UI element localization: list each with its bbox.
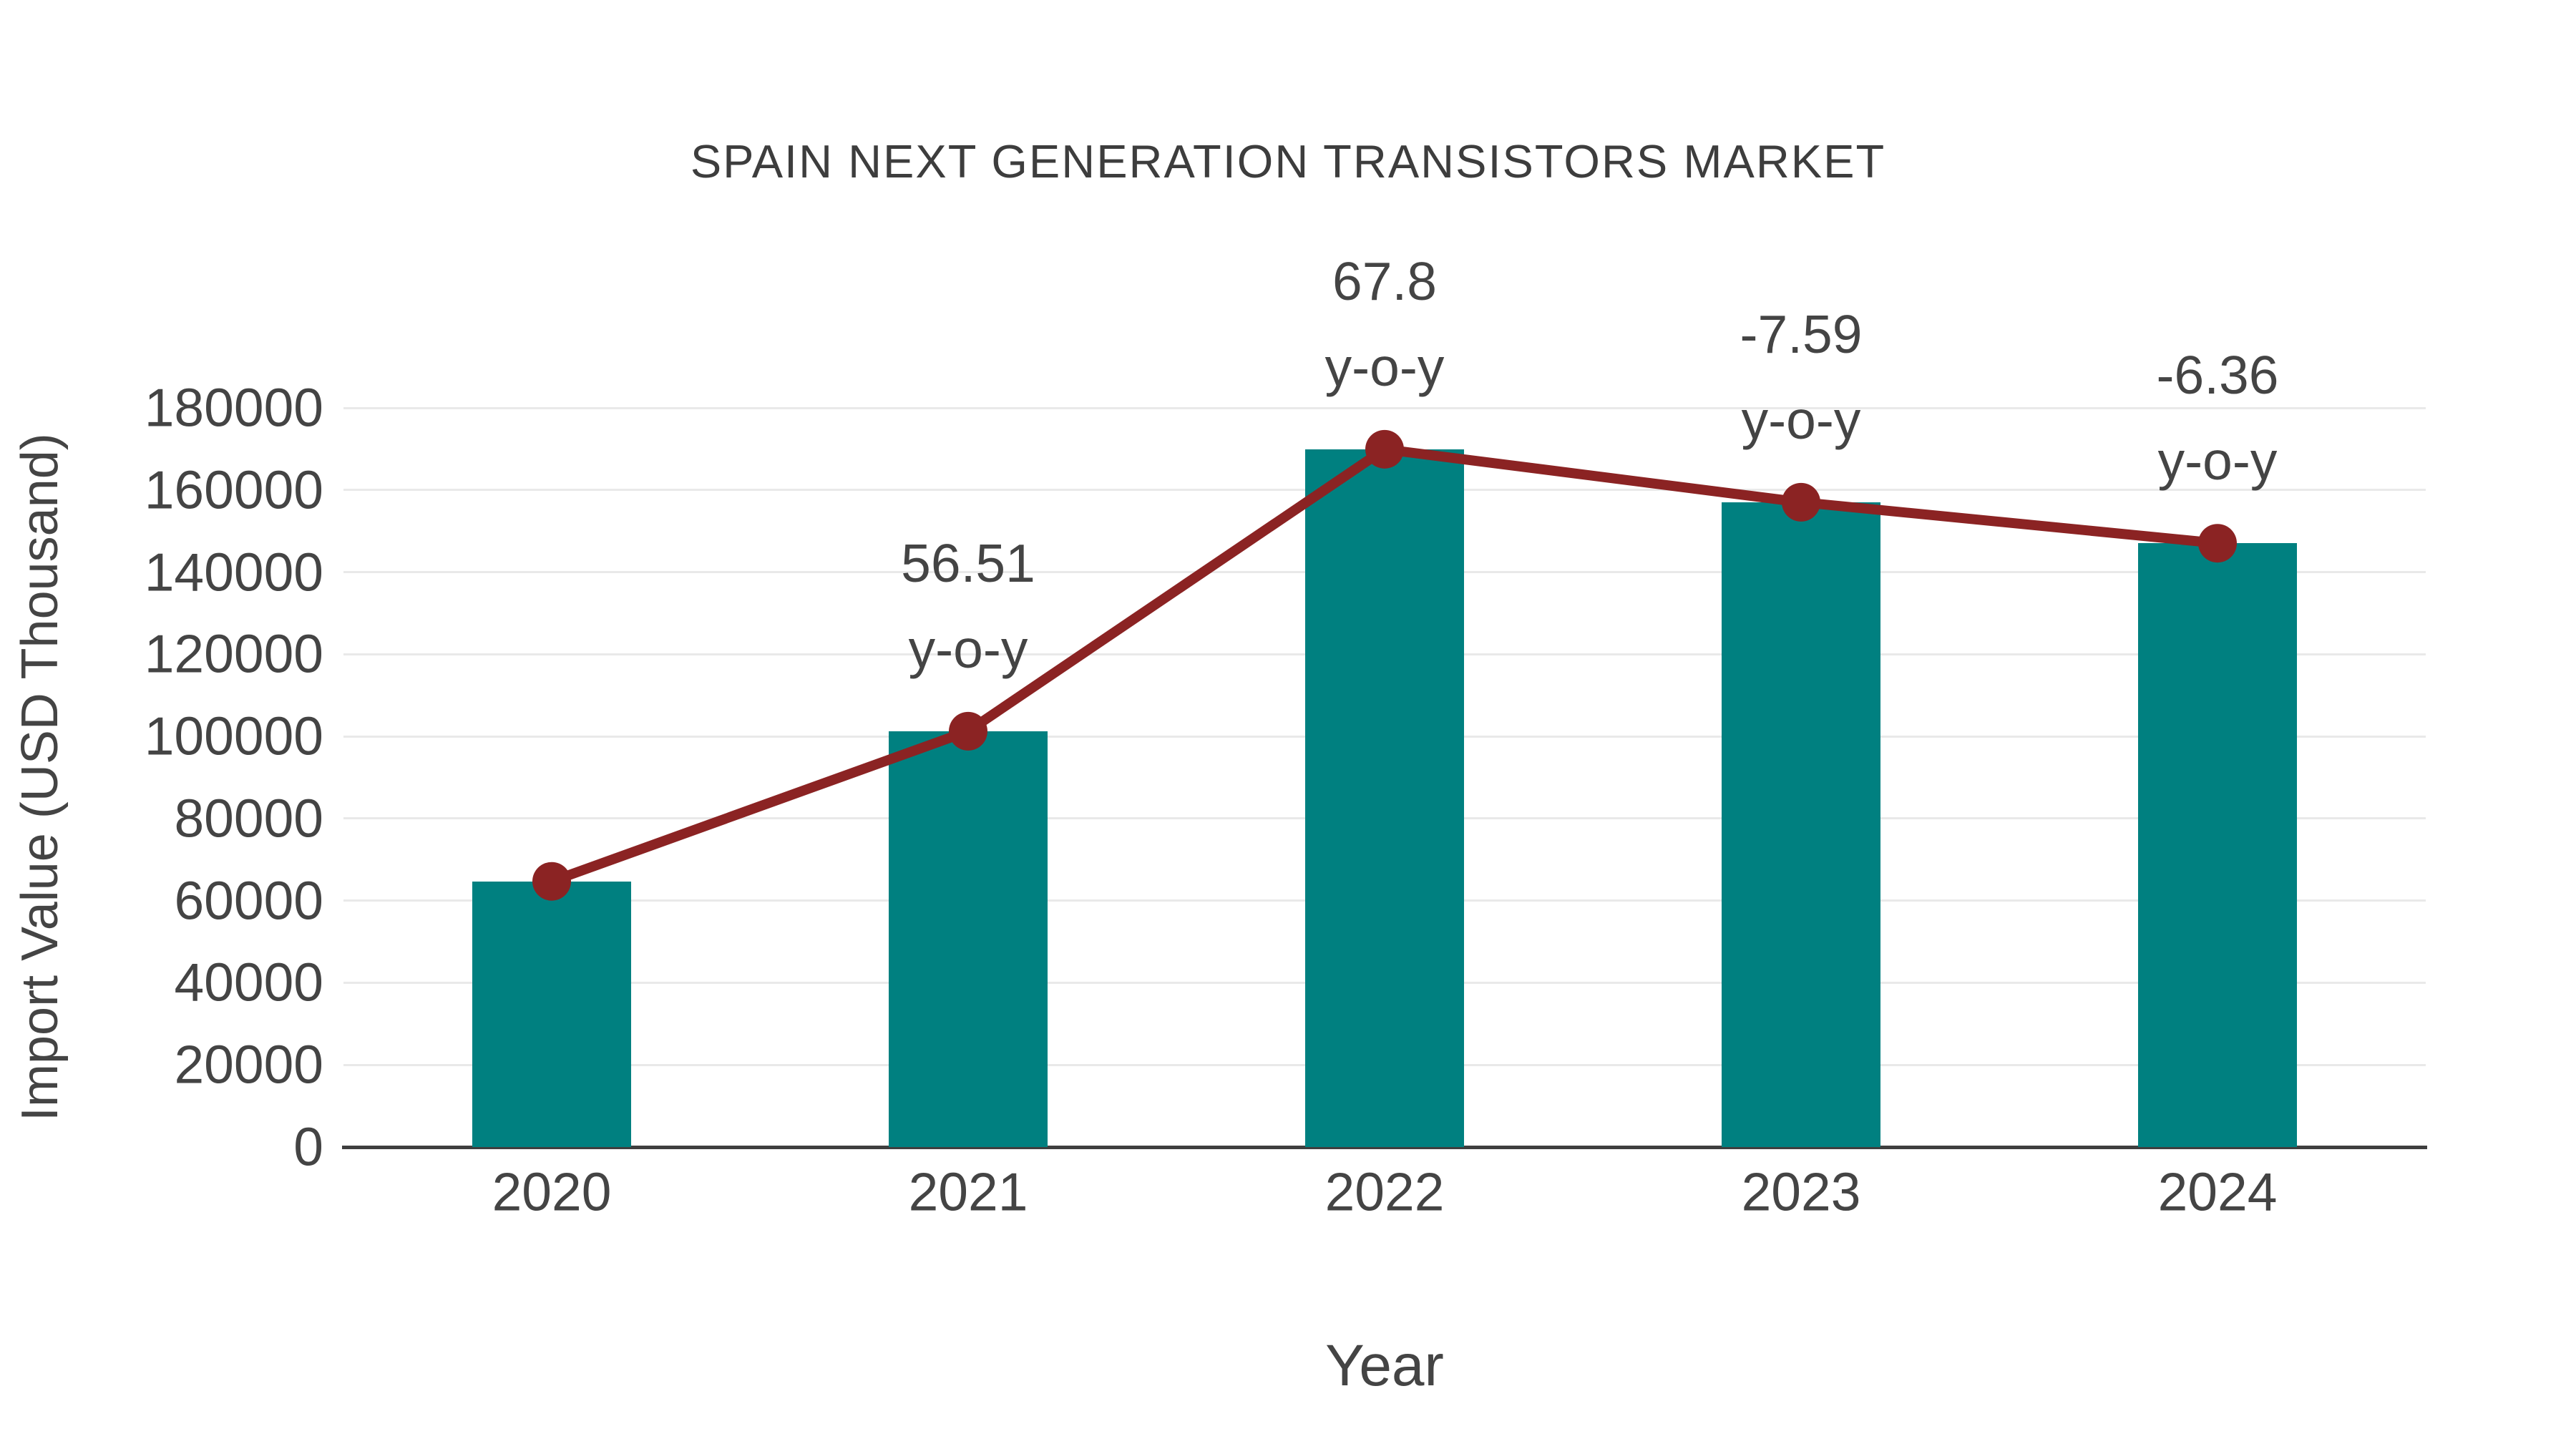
y-tick-label: 100000 [144,706,323,766]
x-axis-line [342,1146,2427,1149]
bar [2138,543,2297,1147]
yoy-annotation-value: 67.8 [1332,250,1437,311]
yoy-annotation-value: -7.59 [1740,303,1863,364]
yoy-annotation-suffix: y-o-y [2157,431,2278,492]
trend-line [550,444,2218,887]
y-tick-label: 180000 [144,377,323,438]
bar [889,731,1048,1147]
bar [1722,502,1880,1147]
y-tick-label: 160000 [144,459,323,520]
data-point-marker [1365,429,1404,469]
data-point-marker [532,862,571,901]
data-point-marker [1782,482,1820,522]
data-point-marker [2198,524,2237,563]
x-tick-label: 2020 [492,1161,612,1222]
chart-title: SPAIN NEXT GENERATION TRANSISTORS MARKET [690,135,1886,187]
data-point-marker [949,711,987,751]
yoy-annotation-value: -6.36 [2156,345,2279,406]
y-tick-label: 20000 [174,1034,323,1095]
y-tick-label: 40000 [174,952,323,1013]
x-axis-title: Year [1325,1333,1444,1398]
yoy-annotation-suffix: y-o-y [1324,336,1445,397]
y-tick-label: 120000 [144,623,323,684]
y-tick-label: 0 [293,1116,323,1177]
x-tick-label: 2021 [908,1161,1028,1222]
y-tick-label: 60000 [174,870,323,931]
y-tick-label: 140000 [144,542,323,602]
x-tick-label: 2022 [1324,1161,1445,1222]
bar [472,881,631,1147]
x-tick-label: 2024 [2157,1161,2278,1222]
y-tick-label: 80000 [174,788,323,849]
grid-line [343,406,2426,409]
x-tick-label: 2023 [1741,1161,1861,1222]
bar [1305,449,1464,1147]
yoy-annotation-suffix: y-o-y [1741,389,1861,450]
yoy-annotation-value: 56.51 [901,532,1035,593]
yoy-annotation-suffix: y-o-y [908,618,1028,679]
